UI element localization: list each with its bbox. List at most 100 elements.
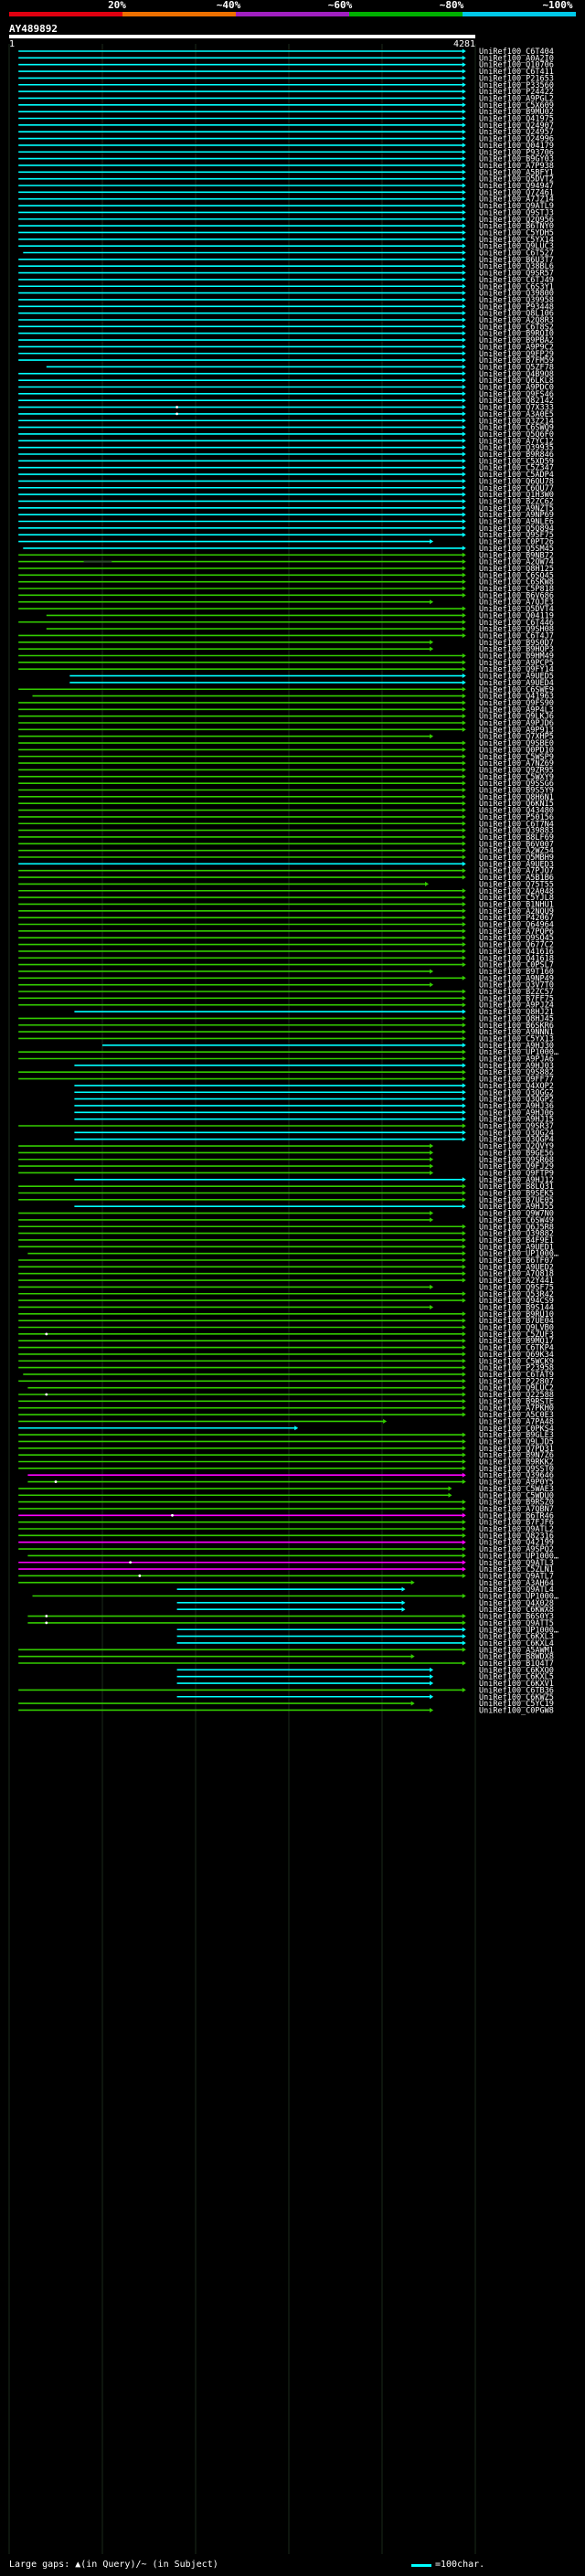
hit-row[interactable]: UniRef100_A9P0Y5 <box>27 1479 554 1488</box>
hit-row[interactable]: UniRef100_C5WCK9 <box>18 1357 554 1366</box>
hit-label[interactable]: UniRef100_Q9SBE0 <box>479 739 554 748</box>
hit-row[interactable]: UniRef100_Q3Z214 <box>18 417 554 426</box>
hit-label[interactable]: UniRef100_C6T404 <box>479 48 554 57</box>
hit-row[interactable]: UniRef100_B9HQP3 <box>18 645 554 654</box>
hit-row[interactable]: UniRef100_B9R846 <box>18 451 554 460</box>
hit-label[interactable]: UniRef100_A7YC12 <box>479 437 554 446</box>
hit-label[interactable]: UniRef100_Q3QGG2 <box>479 1088 554 1097</box>
hit-label[interactable]: UniRef100_A9PJZ4 <box>479 1002 554 1011</box>
hit-label[interactable]: UniRef100_C5WXY9 <box>479 773 554 782</box>
hit-row[interactable]: UniRef100_C5ZLN1 <box>18 1565 554 1574</box>
hit-label[interactable]: UniRef100_C5WSP9 <box>479 753 554 762</box>
hit-label[interactable]: UniRef100_Q04179 <box>479 142 554 151</box>
hit-label[interactable]: UniRef100_B9GE56 <box>479 1149 554 1158</box>
hit-row[interactable]: UniRef100_A9HJ06 <box>74 1108 554 1118</box>
hit-row[interactable]: UniRef100_Q9ATL2 <box>18 1525 554 1534</box>
hit-label[interactable]: UniRef100_Q4X028 <box>479 1599 554 1608</box>
hit-label[interactable]: UniRef100_Q9ATL2 <box>479 1525 554 1534</box>
hit-label[interactable]: UniRef100_P50156 <box>479 813 554 822</box>
hit-row[interactable]: UniRef100_Q8H6N1 <box>18 793 554 802</box>
hit-row[interactable]: UniRef100_C5WDU0 <box>18 1491 554 1500</box>
hit-label[interactable]: UniRef100_P22807 <box>479 1377 554 1386</box>
hit-row[interactable]: UniRef100_A9P4L3 <box>18 705 554 715</box>
hit-row[interactable]: UniRef100_A2NQU9 <box>18 907 554 917</box>
hit-row[interactable]: UniRef100_A2Y441 <box>18 1277 554 1286</box>
hit-row[interactable]: UniRef100_Q82316 <box>18 1532 554 1541</box>
hit-row[interactable]: UniRef100_A7PQP6 <box>18 928 554 937</box>
hit-label[interactable]: UniRef100_A7PJO7 <box>479 867 554 876</box>
hit-label[interactable]: UniRef100_Q9LKJ6 <box>479 713 554 722</box>
hit-label[interactable]: UniRef100_Q39882 <box>479 1230 554 1239</box>
hit-label[interactable]: UniRef100_B9R846 <box>479 451 554 460</box>
hit-label[interactable]: UniRef100_P93706 <box>479 148 554 157</box>
hit-row[interactable]: UniRef100_Q75T55 <box>18 880 554 889</box>
hit-row[interactable]: UniRef100_Q677C2 <box>18 941 554 950</box>
hit-row[interactable]: UniRef100_Q82142 <box>18 397 554 406</box>
hit-row[interactable]: UniRef100_Q53R42 <box>18 1290 554 1299</box>
hit-label[interactable]: UniRef100_C5X609 <box>479 101 554 111</box>
hit-label[interactable]: UniRef100_C6T7N4 <box>479 820 554 829</box>
hit-row[interactable]: UniRef100_C5ZUF3 <box>18 1330 554 1340</box>
hit-row[interactable]: UniRef100_A9HJ12 <box>74 1176 554 1185</box>
hit-label[interactable]: UniRef100_A7NZ69 <box>479 759 554 769</box>
hit-row[interactable]: UniRef100_Q7XHP5 <box>18 733 554 742</box>
hit-row[interactable]: UniRef100_Q1H3W0 <box>18 491 554 500</box>
hit-row[interactable]: UniRef100_C6TKP4 <box>18 1344 554 1353</box>
hit-row[interactable]: UniRef100_Q9FJ29 <box>18 1162 554 1171</box>
hit-label[interactable]: UniRef100_Q2A048 <box>479 887 554 896</box>
hit-row[interactable]: UniRef100_Q3V7T0 <box>18 981 554 991</box>
hit-row[interactable]: UniRef100_A5AWM1 <box>18 1646 554 1655</box>
hit-label[interactable]: UniRef100_A9HJ03 <box>479 1062 554 1071</box>
hit-row[interactable]: UniRef100_C6KXQ0 <box>176 1666 554 1675</box>
hit-label[interactable]: UniRef100_P93448 <box>479 302 554 312</box>
hit-label[interactable]: UniRef100_B7FF75 <box>479 994 554 1003</box>
hit-row[interactable]: UniRef100_B9S5Y9 <box>18 787 554 796</box>
hit-row[interactable]: UniRef100_P93706 <box>18 148 554 157</box>
hit-label[interactable]: UniRef100_B6V007 <box>479 840 554 849</box>
hit-label[interactable]: UniRef100_A9UED3 <box>479 860 554 869</box>
hit-label[interactable]: UniRef100_B9RSZ0 <box>479 1499 554 1508</box>
hit-label[interactable]: UniRef100_Q5DVT2 <box>479 175 554 185</box>
hit-label[interactable]: UniRef100_UP1000… <box>479 1048 558 1057</box>
hit-row[interactable]: UniRef100_A7PA48 <box>18 1417 554 1426</box>
hit-row[interactable]: UniRef100_B9NB72 <box>18 551 554 560</box>
hit-row[interactable]: UniRef100_A7P938 <box>18 162 554 171</box>
hit-label[interactable]: UniRef100_B9SEK5 <box>479 1190 554 1199</box>
hit-label[interactable]: UniRef100_B6SKR6 <box>479 1022 554 1031</box>
hit-label[interactable]: UniRef100_B7UE05 <box>479 1196 554 1205</box>
hit-row[interactable]: UniRef100_Q9LUC2 <box>27 1384 554 1394</box>
hit-row[interactable]: UniRef100_B9T160 <box>18 968 554 977</box>
hit-row[interactable]: UniRef100_A9NP49 <box>18 974 554 983</box>
hit-label[interactable]: UniRef100_Q677C2 <box>479 941 554 950</box>
hit-row[interactable]: UniRef100_A9UED3 <box>18 860 554 869</box>
hit-label[interactable]: UniRef100_C6SWQ9 <box>479 424 554 433</box>
hit-row[interactable]: UniRef100_A5B1B6 <box>18 874 554 883</box>
hit-label[interactable]: UniRef100_Q3QG24 <box>479 1129 554 1138</box>
hit-label[interactable]: UniRef100_B6V686 <box>479 591 554 600</box>
hit-label[interactable]: UniRef100_A9UED1 <box>479 1243 554 1252</box>
hit-row[interactable]: UniRef100_A7Q818 <box>18 1270 554 1279</box>
hit-label[interactable]: UniRef100_A9NLE6 <box>479 518 554 527</box>
hit-row[interactable]: UniRef100_A7QJE3 <box>18 599 554 608</box>
hit-row[interactable]: UniRef100_Q7Z461 <box>18 188 554 197</box>
hit-label[interactable]: UniRef100_B6U3T7 <box>479 256 554 265</box>
hit-row[interactable]: UniRef100_B9SEK5 <box>18 1190 554 1199</box>
hit-row[interactable]: UniRef100_UP1000… <box>18 1048 558 1057</box>
hit-row[interactable]: UniRef100_A9P9C2 <box>18 343 554 352</box>
hit-row[interactable]: UniRef100_Q9S882 <box>18 1068 554 1077</box>
hit-label[interactable]: UniRef100_C5P818 <box>479 585 554 594</box>
hit-label[interactable]: UniRef100_Q6J5R8 <box>479 1223 554 1232</box>
hit-label[interactable]: UniRef100_Q22588 <box>479 1391 554 1400</box>
hit-row[interactable]: UniRef100_B6TNY0 <box>18 222 554 231</box>
hit-row[interactable]: UniRef100_Q39958 <box>18 296 554 305</box>
hit-label[interactable]: UniRef100_B9RKK2 <box>479 1458 554 1468</box>
hit-label[interactable]: UniRef100_A5B1B6 <box>479 874 554 883</box>
hit-row[interactable]: UniRef100_C5WXY9 <box>18 773 554 782</box>
hit-label[interactable]: UniRef100_Q9SQ45 <box>479 934 554 943</box>
hit-row[interactable]: UniRef100_A3A0E5 <box>18 410 554 419</box>
hit-label[interactable]: UniRef100_C6TAT9 <box>479 1371 554 1380</box>
hit-label[interactable]: UniRef100_Q9FJ29 <box>479 1162 554 1171</box>
hit-row[interactable]: UniRef100_B9PBA2 <box>18 336 554 345</box>
hit-label[interactable]: UniRef100_A2QW74 <box>479 558 554 567</box>
hit-label[interactable]: UniRef100_B9S0D7 <box>479 639 554 648</box>
